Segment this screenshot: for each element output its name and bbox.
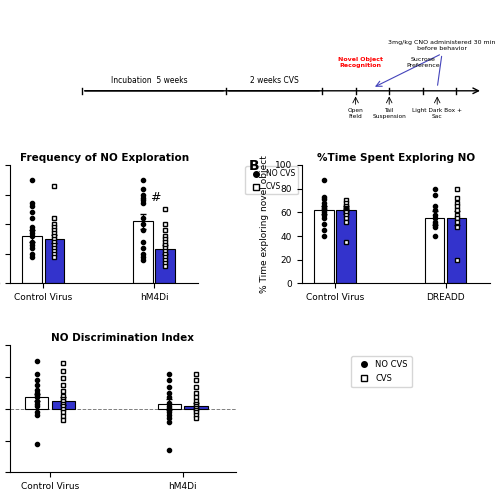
Bar <box>156 249 174 283</box>
Text: 3mg/kg CNO administered 30 min
before behavior: 3mg/kg CNO administered 30 min before be… <box>388 40 496 51</box>
Legend: NO CVS, CVS: NO CVS, CVS <box>245 166 298 194</box>
Bar <box>314 210 334 283</box>
Bar <box>336 210 355 283</box>
Text: Tail
Suspension: Tail Suspension <box>372 108 406 119</box>
Text: Novel Object
Recognition: Novel Object Recognition <box>338 57 383 67</box>
Text: #: # <box>150 191 160 204</box>
Bar <box>52 401 75 409</box>
Text: Sucrose
Preference: Sucrose Preference <box>406 57 440 67</box>
Bar <box>25 398 48 409</box>
Title: NO Discrimination Index: NO Discrimination Index <box>52 333 195 343</box>
Text: B: B <box>249 159 260 173</box>
Bar <box>425 218 444 283</box>
Bar <box>22 236 42 283</box>
Title: %Time Spent Exploring NO: %Time Spent Exploring NO <box>317 153 475 163</box>
Text: 2 weeks CVS: 2 weeks CVS <box>250 76 298 85</box>
Text: Incubation  5 weeks: Incubation 5 weeks <box>111 76 188 85</box>
Title: Frequency of NO Exploration: Frequency of NO Exploration <box>20 153 188 163</box>
Text: Open
Field: Open Field <box>348 108 364 119</box>
Y-axis label: % Time exploring novel object: % Time exploring novel object <box>260 155 269 293</box>
Bar <box>184 406 208 409</box>
Bar <box>447 218 466 283</box>
Text: Light Dark Box +
Sac: Light Dark Box + Sac <box>412 108 462 119</box>
Bar <box>44 239 64 283</box>
Bar <box>133 221 152 283</box>
Legend: NO CVS, CVS: NO CVS, CVS <box>351 356 412 387</box>
Bar <box>158 404 181 409</box>
